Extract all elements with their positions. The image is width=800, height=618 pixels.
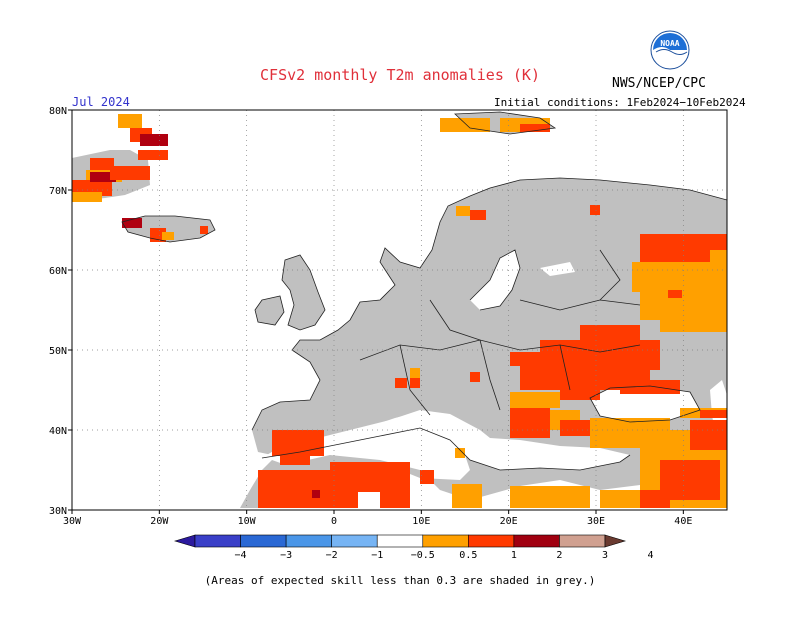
legend-label: 1 bbox=[511, 550, 517, 561]
legend-swatch bbox=[422, 534, 469, 548]
anomaly-cell bbox=[312, 490, 320, 498]
anomaly-cell bbox=[470, 372, 480, 382]
lat-label: 30N bbox=[49, 506, 67, 517]
lon-label: 10W bbox=[238, 516, 257, 527]
grid-lines bbox=[72, 110, 727, 510]
initial-conditions: Initial conditions: 1Feb2024−10Feb2024 bbox=[494, 96, 746, 109]
legend-label: 4 bbox=[648, 550, 654, 561]
legend-label: 2 bbox=[556, 550, 562, 561]
anomaly-cell bbox=[410, 378, 420, 388]
anomaly-cell bbox=[690, 420, 727, 450]
anomaly-cell bbox=[456, 206, 470, 216]
anomaly-cell bbox=[560, 420, 590, 436]
anomaly-cell bbox=[440, 118, 490, 132]
anomaly-cell bbox=[470, 210, 486, 220]
anomaly-cell bbox=[530, 486, 560, 500]
noaa-logo-text: NOAA bbox=[660, 39, 679, 48]
anomaly-cell bbox=[510, 352, 550, 366]
noaa-logo-icon: NOAA bbox=[650, 30, 690, 74]
legend-swatch bbox=[285, 534, 332, 548]
anomaly-cell bbox=[600, 490, 650, 508]
anomaly-cell bbox=[138, 150, 168, 160]
legend-label: −4 bbox=[235, 550, 247, 561]
skill-note: (Areas of expected skill less than 0.3 a… bbox=[204, 574, 596, 587]
anomaly-cell bbox=[140, 134, 168, 146]
anomaly-cell bbox=[272, 430, 324, 456]
anomaly-cell bbox=[420, 470, 434, 484]
legend-label: −2 bbox=[326, 550, 338, 561]
lat-label: 70N bbox=[49, 186, 67, 197]
anomaly-cell bbox=[410, 368, 420, 378]
lon-label: 40E bbox=[674, 516, 692, 527]
axis-ticks bbox=[68, 109, 684, 514]
anomaly-cell bbox=[118, 114, 142, 128]
anomaly-cell bbox=[640, 490, 670, 508]
anomaly-cell bbox=[290, 490, 330, 508]
coastlines bbox=[121, 111, 728, 471]
lat-label: 50N bbox=[49, 346, 67, 357]
lon-label: 0 bbox=[331, 516, 337, 527]
anomaly-cell bbox=[162, 232, 174, 240]
lat-label: 80N bbox=[49, 106, 67, 117]
anomaly-cell bbox=[72, 192, 102, 202]
lon-label: 30W bbox=[63, 516, 82, 527]
anomaly-cell bbox=[452, 484, 482, 508]
anomaly-cell bbox=[710, 250, 727, 264]
legend-label: −0.5 bbox=[411, 550, 435, 561]
lon-label: 30E bbox=[587, 516, 605, 527]
legend-label: 0.5 bbox=[459, 550, 477, 561]
anomaly-cell bbox=[510, 408, 550, 438]
anomaly-cell bbox=[632, 262, 727, 292]
anomaly-cell bbox=[700, 410, 727, 418]
anomaly-cell bbox=[200, 226, 208, 234]
anomaly-cell bbox=[110, 166, 150, 180]
legend-swatch bbox=[240, 534, 287, 548]
agency-label: NWS/NCEP/CPC bbox=[612, 76, 706, 91]
forecast-month: Jul 2024 bbox=[72, 95, 130, 109]
legend-label: −3 bbox=[280, 550, 292, 561]
legend-label: −1 bbox=[371, 550, 383, 561]
lon-label: 10E bbox=[412, 516, 430, 527]
anomaly-cell bbox=[90, 158, 114, 170]
legend-arrow-low bbox=[173, 534, 196, 548]
legend-swatch bbox=[513, 534, 560, 548]
legend-swatch bbox=[376, 534, 424, 548]
legend-swatch bbox=[194, 534, 241, 548]
anomaly-cell bbox=[668, 290, 682, 298]
lon-label: 20E bbox=[500, 516, 518, 527]
lon-label: 20W bbox=[150, 516, 169, 527]
legend-label: 3 bbox=[602, 550, 608, 561]
lon-labels: 30W 20W 10W 0 10E 20E 30E 40E bbox=[63, 516, 692, 527]
anomaly-cell bbox=[280, 455, 310, 465]
lat-labels: 80N 70N 60N 50N 40N 30N bbox=[49, 106, 67, 517]
legend-swatch bbox=[468, 534, 515, 548]
anomaly-cell bbox=[520, 124, 550, 132]
anomaly-cell bbox=[620, 380, 680, 394]
anomaly-cell bbox=[560, 380, 600, 400]
anomaly-cell bbox=[660, 318, 727, 332]
anomaly-cell bbox=[380, 470, 410, 508]
anomaly-cell bbox=[510, 392, 560, 408]
color-legend: −4 −3 −2 −1 −0.5 0.5 1 2 3 4 bbox=[173, 534, 654, 561]
legend-swatch bbox=[559, 534, 606, 548]
anomaly-cell bbox=[122, 218, 142, 228]
anomaly-cell bbox=[395, 378, 407, 388]
legend-swatch bbox=[331, 534, 378, 548]
lat-label: 60N bbox=[49, 266, 67, 277]
lat-label: 40N bbox=[49, 426, 67, 437]
map-title: CFSv2 monthly T2m anomalies (K) bbox=[260, 66, 540, 84]
anomaly-cell bbox=[455, 448, 465, 458]
anomaly-cell bbox=[590, 205, 600, 215]
legend-arrow-high bbox=[604, 534, 627, 548]
map-frame bbox=[71, 109, 728, 511]
anomaly-cell bbox=[90, 172, 116, 182]
